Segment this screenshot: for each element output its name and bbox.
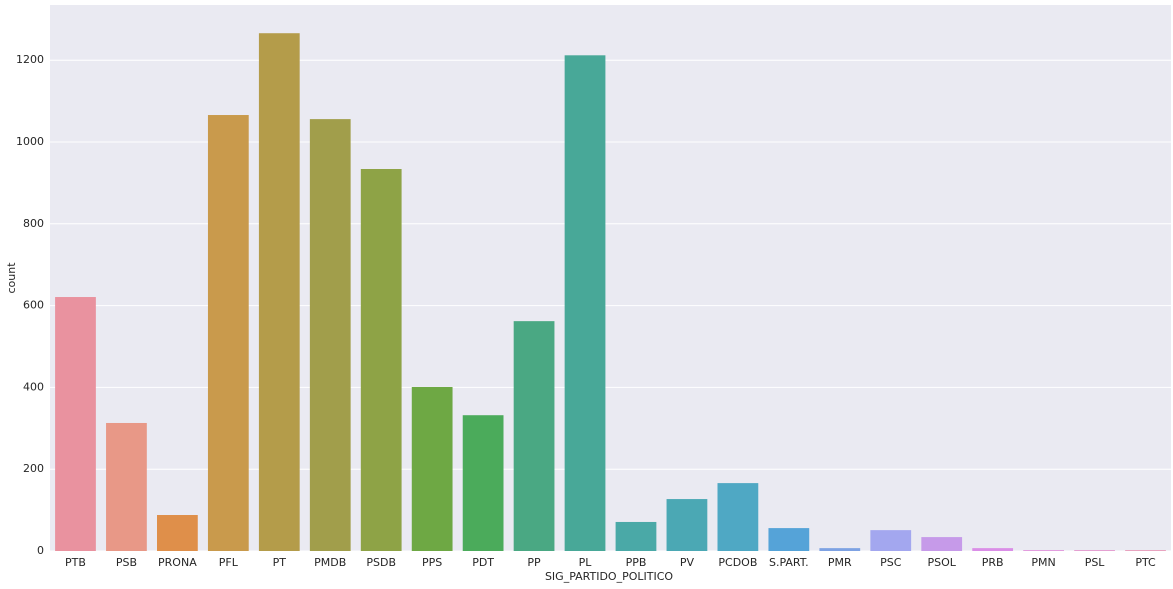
y-tick-label: 0 — [37, 544, 44, 557]
x-tick-label: PSDB — [366, 556, 396, 569]
x-tick-label: PMR — [828, 556, 852, 569]
bar — [258, 33, 300, 552]
x-tick-label: PRB — [982, 556, 1004, 569]
x-tick-label: PP — [527, 556, 541, 569]
x-tick-label: PSB — [116, 556, 137, 569]
y-tick-label: 400 — [23, 380, 44, 393]
bar — [55, 297, 96, 551]
x-tick-label: PT — [273, 556, 287, 569]
y-tick-label: 1000 — [16, 135, 44, 148]
bar — [207, 115, 249, 551]
x-tick-label: PPS — [422, 556, 442, 569]
x-tick-label: PSL — [1085, 556, 1106, 569]
bar — [411, 386, 453, 551]
y-axis-label: count — [5, 262, 18, 294]
bar — [462, 415, 504, 551]
y-tick-label: 1200 — [16, 53, 44, 66]
bar — [1125, 550, 1166, 551]
bar — [1074, 550, 1115, 551]
bar — [360, 169, 402, 551]
x-tick-label: PCDOB — [718, 556, 757, 569]
bar — [921, 537, 963, 551]
x-tick-label: PSC — [880, 556, 902, 569]
x-tick-label: PFL — [219, 556, 239, 569]
x-tick-label: PPB — [626, 556, 647, 569]
bar — [564, 55, 606, 552]
bar — [972, 548, 1014, 551]
x-tick-label: PV — [680, 556, 695, 569]
bar — [819, 548, 861, 551]
x-axis-label: SIG_PARTIDO_POLITICO — [545, 570, 673, 583]
x-tick-label: PSOL — [928, 556, 957, 569]
bar — [106, 422, 147, 551]
x-tick-label: PMDB — [314, 556, 346, 569]
x-tick-label: PMN — [1031, 556, 1055, 569]
bar — [157, 515, 198, 551]
y-tick-label: 600 — [23, 299, 44, 312]
bar — [717, 483, 759, 551]
y-tick-label: 800 — [23, 217, 44, 230]
x-tick-label: PL — [579, 556, 593, 569]
x-tick-label: PRONA — [158, 556, 197, 569]
bar — [768, 528, 810, 551]
bar — [615, 521, 657, 551]
x-tick-label: PDT — [472, 556, 494, 569]
bar — [513, 321, 555, 551]
x-tick-label: S.PART. — [769, 556, 809, 569]
bar — [666, 499, 708, 551]
bar — [309, 119, 351, 552]
x-tick-label: PTB — [65, 556, 86, 569]
y-tick-label: 200 — [23, 462, 44, 475]
bar — [1023, 550, 1064, 551]
bar — [870, 530, 912, 551]
x-tick-label: PTC — [1135, 556, 1156, 569]
